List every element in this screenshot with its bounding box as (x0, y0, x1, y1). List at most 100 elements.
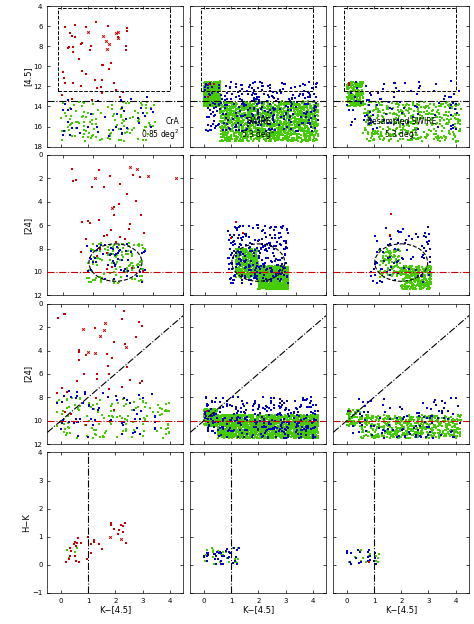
Point (289, 94, 296, 104)
Point (456, 424, 464, 434)
Point (263, 130, 271, 140)
Point (273, 273, 281, 283)
Point (68, 94, 75, 104)
Point (242, 433, 250, 443)
Point (224, 553, 232, 563)
Point (210, 115, 218, 125)
Point (224, 112, 231, 122)
Point (264, 80, 272, 90)
Point (206, 100, 213, 110)
Point (252, 265, 259, 275)
Point (208, 86, 215, 96)
Point (228, 89, 236, 99)
Point (417, 426, 425, 436)
Point (278, 105, 285, 115)
Point (253, 105, 260, 115)
Point (204, 85, 211, 95)
Point (206, 412, 213, 422)
Point (437, 115, 444, 125)
Point (78, 399, 86, 409)
Point (236, 103, 243, 113)
Point (303, 135, 311, 145)
Point (201, 412, 209, 422)
Point (82, 388, 89, 397)
Point (264, 264, 272, 274)
Point (416, 266, 423, 276)
Point (290, 422, 298, 432)
Point (261, 276, 269, 286)
Point (298, 400, 305, 410)
Point (292, 122, 300, 132)
Point (265, 265, 273, 275)
Point (204, 84, 212, 94)
Point (277, 270, 284, 280)
Point (306, 135, 314, 145)
Point (351, 85, 358, 95)
Point (280, 270, 287, 280)
Point (264, 263, 272, 273)
Point (233, 105, 240, 115)
Point (424, 279, 431, 289)
Point (310, 419, 318, 429)
Point (128, 265, 136, 275)
Point (283, 285, 291, 295)
Point (310, 130, 317, 140)
Point (96, 432, 104, 442)
Point (246, 117, 254, 127)
Point (257, 280, 265, 290)
Point (311, 105, 319, 115)
Point (263, 270, 270, 280)
Point (282, 269, 290, 279)
Point (280, 414, 288, 424)
Point (238, 109, 246, 119)
Point (246, 411, 253, 421)
Point (273, 422, 281, 432)
Point (257, 277, 265, 287)
Point (262, 264, 269, 274)
Point (277, 267, 285, 277)
Point (235, 222, 243, 232)
Point (344, 79, 352, 89)
Point (256, 274, 264, 284)
Point (255, 114, 263, 124)
Point (280, 429, 287, 439)
Point (216, 428, 223, 438)
Point (234, 412, 241, 422)
Point (224, 553, 231, 563)
Point (201, 88, 209, 98)
Point (233, 429, 240, 439)
Point (241, 115, 248, 125)
Point (280, 263, 288, 273)
Point (253, 259, 261, 269)
Point (212, 409, 220, 419)
Point (253, 422, 260, 432)
Point (212, 79, 220, 89)
Point (270, 265, 277, 275)
Point (255, 123, 263, 133)
Point (202, 98, 210, 108)
Point (77, 80, 85, 90)
Point (233, 122, 241, 132)
Point (344, 82, 351, 92)
Point (303, 106, 311, 116)
Point (237, 130, 244, 140)
Point (264, 268, 272, 278)
Point (374, 258, 381, 268)
Point (356, 96, 364, 106)
Point (246, 425, 253, 435)
Point (445, 101, 453, 111)
Point (356, 77, 364, 87)
Point (246, 429, 253, 439)
Point (288, 92, 295, 102)
Point (256, 98, 264, 108)
Point (295, 101, 303, 111)
Point (279, 130, 286, 140)
Point (411, 266, 419, 276)
Point (210, 94, 217, 104)
Point (212, 90, 220, 100)
Point (207, 414, 214, 424)
Point (417, 431, 424, 441)
Point (365, 417, 373, 427)
Point (283, 99, 290, 109)
Point (256, 267, 264, 277)
